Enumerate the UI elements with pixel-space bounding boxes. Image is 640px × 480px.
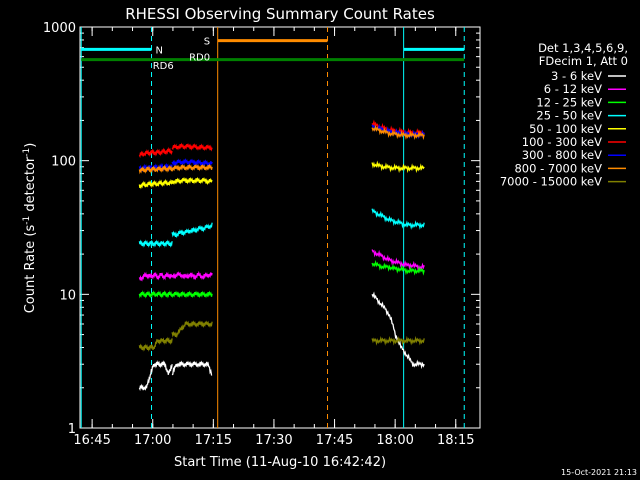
- x-axis-label: Start Time (11-Aug-10 16:42:42): [174, 455, 386, 470]
- x-tick-label: 18:15: [437, 433, 474, 448]
- x-tick-label: 18:00: [376, 433, 413, 448]
- series-line-7000-15000-kev-seg0: [138, 336, 173, 352]
- series-line-6-12-kev-seg2: [371, 249, 425, 272]
- series-line-800-7000-kev-seg1: [171, 163, 213, 172]
- rd-label: RD6: [153, 61, 174, 72]
- series-line-3-6-kev-seg1: [171, 360, 213, 376]
- legend-header-line1: Det 1,3,4,5,6,9,: [538, 41, 628, 55]
- legend-entry-label: 50 - 100 keV: [529, 122, 602, 136]
- x-tick-label: 17:00: [134, 433, 171, 448]
- series-line-12-25-kev-seg2: [371, 259, 425, 276]
- legend-entry-label: 800 - 7000 keV: [514, 161, 602, 175]
- y-axis-label: Count Rate (s-1 detector-1): [22, 143, 38, 314]
- series-line-3-6-kev-seg0: [138, 360, 173, 392]
- legend-entry-label: 25 - 50 keV: [536, 109, 602, 123]
- x-tick-label: 16:45: [73, 433, 110, 448]
- x-tick-label: 17:15: [195, 433, 232, 448]
- saa-label: S: [204, 37, 210, 48]
- series-line-50-100-kev-seg2: [371, 160, 425, 174]
- legend-entry-label: 12 - 25 keV: [536, 95, 602, 109]
- series-line-12-25-kev-seg0: [138, 290, 173, 299]
- series-line-50-100-kev-seg0: [138, 178, 173, 190]
- series-line-100-300-kev-seg0: [138, 146, 173, 159]
- timestamp: 15-Oct-2021 21:13: [561, 468, 637, 477]
- y-axis-label-part2: detector: [23, 156, 38, 216]
- series-line-7000-15000-kev-seg1: [171, 320, 213, 339]
- series-line-50-100-kev-seg1: [171, 176, 213, 186]
- y-tick-label: 10: [59, 288, 76, 303]
- series-line-800-7000-kev-seg2: [371, 124, 425, 141]
- chart-title: RHESSI Observing Summary Count Rates: [125, 5, 435, 23]
- y-tick-label: 1: [68, 422, 76, 437]
- y-tick-label: 100: [51, 155, 76, 170]
- series-line-25-50-kev-seg1: [171, 222, 213, 239]
- series-line-6-12-kev-seg0: [138, 271, 173, 282]
- plot-frame: [79, 26, 481, 429]
- y-axis-label-part1: Count Rate (s: [23, 225, 38, 314]
- series-line-25-50-kev-seg0: [138, 239, 173, 248]
- series-line-6-12-kev-seg1: [171, 270, 213, 281]
- night-label: N: [156, 45, 163, 56]
- x-tick-label: 17:30: [255, 433, 292, 448]
- x-tick-label: 17:45: [316, 433, 353, 448]
- y-axis-label-sup2: -1: [22, 148, 32, 157]
- series-line-3-6-kev-seg2: [371, 291, 425, 370]
- legend-entry-label: 100 - 300 keV: [522, 135, 602, 149]
- legend-entry-label: 6 - 12 keV: [544, 82, 602, 96]
- y-tick-label: 1000: [43, 21, 76, 36]
- series-line-300-800-kev-seg1: [171, 158, 213, 167]
- series-line-300-800-kev-seg0: [138, 162, 173, 173]
- series-line-800-7000-kev-seg0: [138, 164, 173, 175]
- legend-entry-label: 300 - 800 keV: [522, 148, 602, 162]
- series-line-12-25-kev-seg1: [171, 290, 213, 299]
- series-line-100-300-kev-seg1: [171, 142, 213, 152]
- y-axis-label-sup1: -1: [22, 216, 32, 225]
- legend-entry-label: 7000 - 15000 keV: [500, 175, 602, 189]
- y-axis-label-part3: ): [23, 143, 38, 148]
- legend-header-line2: FDecim 1, Att 0: [539, 54, 628, 68]
- series-line-25-50-kev-seg2: [371, 208, 425, 230]
- rd-label: RD0: [189, 53, 210, 64]
- series-line-7000-15000-kev-seg2: [371, 335, 425, 346]
- legend-entry-label: 3 - 6 keV: [551, 69, 602, 83]
